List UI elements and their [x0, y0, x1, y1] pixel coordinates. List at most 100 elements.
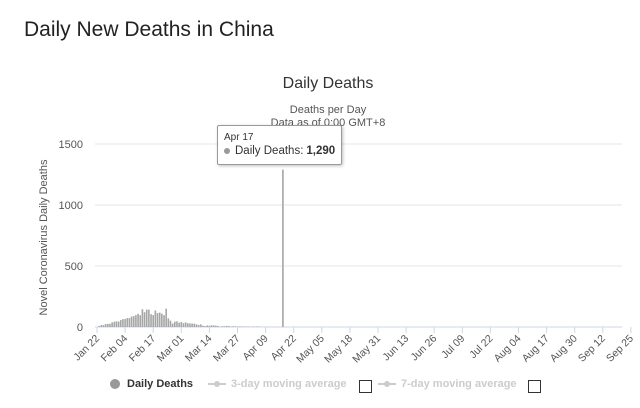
bar	[223, 326, 226, 327]
x-tick-label: May 31	[350, 333, 383, 366]
bar	[135, 315, 137, 327]
legend-label-3day-avg: 3-day moving average	[231, 378, 347, 390]
bar	[165, 308, 167, 327]
legend-line-icon	[378, 379, 396, 389]
bar	[193, 323, 196, 327]
bar	[148, 309, 150, 327]
bar	[145, 309, 148, 327]
chart-legend: Daily Deaths 3-day moving average 7-day …	[0, 378, 640, 398]
bar	[169, 320, 172, 327]
bar	[143, 312, 146, 327]
bar	[113, 321, 116, 327]
bar	[115, 321, 118, 327]
bar	[228, 326, 230, 327]
bar	[221, 326, 224, 327]
x-tick-label: May 18	[322, 333, 355, 366]
checkbox-3day-avg[interactable]	[359, 380, 372, 393]
bar	[212, 325, 215, 327]
bar	[167, 318, 170, 327]
bar	[132, 316, 135, 327]
chart-title: Daily Deaths	[282, 75, 374, 92]
bar	[182, 323, 185, 327]
bar	[232, 326, 234, 327]
y-axis-label: Novel Coronavirus Daily Deaths	[38, 159, 50, 315]
bar	[161, 313, 163, 327]
bar	[122, 319, 124, 327]
page-title: Daily New Deaths in China	[24, 18, 274, 41]
legend-line-icon	[208, 379, 226, 389]
tooltip-date: Apr 17	[224, 132, 254, 143]
checkbox-7day-avg[interactable]	[528, 380, 541, 393]
y-tick-label: 1000	[59, 200, 83, 212]
bar	[119, 320, 122, 327]
bar	[109, 323, 111, 327]
x-tick-label: Mar 14	[183, 333, 215, 365]
bar	[139, 315, 142, 327]
x-tick-label: Apr 09	[240, 333, 270, 363]
bar	[156, 313, 159, 327]
bar	[199, 324, 202, 327]
x-tick-label: Feb 04	[99, 333, 131, 365]
bar	[180, 321, 183, 327]
x-tick-label: May 05	[294, 333, 327, 366]
x-tick-label: Sep 25	[604, 333, 636, 365]
bar	[106, 323, 109, 327]
bar	[225, 325, 228, 327]
x-tick-label: Feb 17	[127, 333, 159, 365]
bar	[184, 322, 187, 327]
tooltip-series-dot	[224, 148, 230, 154]
bar	[124, 319, 126, 327]
x-tick-label: Aug 30	[548, 333, 580, 365]
bar	[137, 313, 139, 327]
x-tick-label: Mar 27	[211, 333, 243, 365]
bar	[202, 325, 204, 327]
bar	[189, 323, 191, 327]
x-tick-label: Jun 13	[380, 333, 411, 364]
bar	[176, 321, 178, 327]
legend-label-7day-avg: 7-day moving average	[401, 378, 517, 390]
daily-deaths-chart: 0 500 1000 1500 Novel Coronavirus Daily Deat…	[38, 139, 636, 366]
legend-item-daily-deaths[interactable]: Daily Deaths	[110, 378, 193, 390]
bar	[158, 312, 161, 327]
x-tick-label: Aug 04	[492, 333, 524, 365]
bar	[234, 326, 237, 327]
tooltip-value: 1,290	[306, 145, 336, 157]
y-tick-label: 0	[77, 322, 83, 334]
bar	[111, 322, 113, 327]
bar	[171, 323, 174, 327]
bar	[210, 325, 213, 327]
bar	[206, 325, 209, 327]
x-tick-label: Jan 22	[71, 333, 102, 364]
x-tick-label: Jun 26	[409, 333, 440, 364]
bar	[208, 325, 211, 327]
legend-item-3day-avg[interactable]: 3-day moving average	[208, 378, 347, 390]
bar	[174, 321, 176, 327]
x-tick-label: Aug 17	[520, 333, 552, 365]
bar	[238, 326, 241, 327]
bar	[217, 326, 219, 327]
x-tick-label: Sep 12	[576, 333, 608, 365]
bar	[195, 324, 198, 327]
bar	[104, 324, 107, 327]
bar	[130, 316, 133, 327]
bar	[100, 325, 103, 327]
x-tick-label: Jul 09	[439, 333, 467, 361]
bar	[204, 326, 206, 327]
legend-item-7day-avg[interactable]: 7-day moving average	[378, 378, 517, 390]
bar	[154, 310, 157, 327]
tooltip-row: Daily Deaths: 1,290	[224, 145, 335, 157]
bar	[126, 318, 129, 327]
legend-dot-icon	[110, 379, 120, 389]
bar	[152, 315, 155, 327]
y-tick-label: 1500	[59, 139, 83, 151]
bar	[150, 314, 152, 327]
bar	[197, 324, 200, 327]
chart-subtitle-line1: Deaths per Day	[289, 104, 367, 116]
bar	[282, 169, 284, 327]
bar	[191, 323, 193, 327]
y-tick-label: 500	[65, 261, 83, 273]
x-tick-label: Mar 01	[155, 333, 187, 365]
legend-label-daily-deaths: Daily Deaths	[127, 378, 194, 390]
bar	[186, 323, 189, 327]
bar	[215, 325, 217, 327]
